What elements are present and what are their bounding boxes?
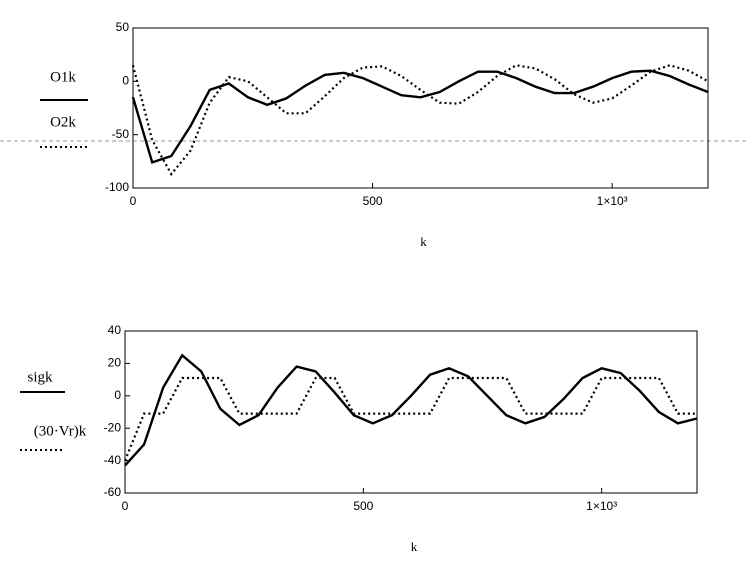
x-tick-label: 1×10³ <box>597 194 628 208</box>
y-tick-label: 40 <box>108 323 122 337</box>
y-tick-label: 0 <box>114 388 121 402</box>
plot-frame <box>124 330 698 494</box>
legend-label: O1k <box>50 69 76 85</box>
y-tick-label: -100 <box>105 180 129 194</box>
plot-frame <box>132 27 709 189</box>
legend-label: (30·Vr)k <box>34 423 87 439</box>
series-line <box>124 353 698 467</box>
y-tick-label: -40 <box>104 453 122 467</box>
x-tick-label: 500 <box>363 194 383 208</box>
x-tick-label: 1×10³ <box>586 499 617 513</box>
y-tick-label: -50 <box>112 127 130 141</box>
x-tick-label: 0 <box>130 194 137 208</box>
y-tick-label: 50 <box>116 20 130 34</box>
x-tick-label: 500 <box>353 499 373 513</box>
series-line <box>131 69 709 164</box>
x-axis-label: k <box>420 234 427 249</box>
x-tick-label: 0 <box>122 499 129 513</box>
y-tick-label: -60 <box>104 485 122 499</box>
x-axis-label: k <box>411 539 418 554</box>
y-tick-label: 20 <box>108 356 122 370</box>
y-tick-label: -20 <box>104 420 122 434</box>
legend-label: sigk <box>27 369 53 385</box>
y-tick-label: 0 <box>122 74 129 88</box>
legend-label: O2k <box>50 114 76 130</box>
series-line <box>131 64 709 177</box>
